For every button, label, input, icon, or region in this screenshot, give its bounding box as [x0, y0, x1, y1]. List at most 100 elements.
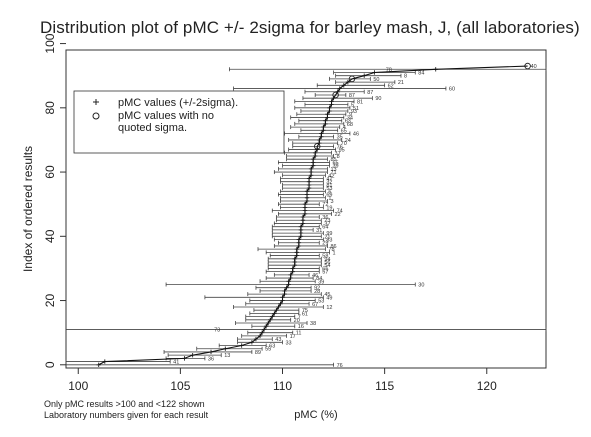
lab-number-label: 37 — [335, 151, 341, 157]
lab-number-label: 49 — [326, 295, 332, 301]
lab-number-label: 84 — [418, 70, 424, 76]
lab-number-label: 81 — [357, 99, 363, 105]
lab-number-label: 65 — [341, 128, 347, 134]
lab-number-label: 84 — [316, 276, 322, 282]
lab-number-label: 69 — [326, 193, 332, 199]
legend-entry-no-sigma: pMC values with no quoted sigma. — [118, 110, 214, 134]
lab-number-label: 38 — [310, 321, 316, 327]
note-lab-numbers: Laboratory numbers given for each result — [44, 410, 209, 420]
lab-number-label: 94 — [324, 257, 330, 263]
lab-number-label: 32 — [326, 180, 332, 186]
lab-number-label: 42 — [328, 173, 334, 179]
ordered-values-line — [98, 65, 528, 366]
lab-number-label: 29 — [322, 241, 328, 247]
lab-number-label: 37 — [324, 221, 330, 227]
legend-plus-symbol — [93, 99, 99, 105]
lab-number-label: 75 — [302, 308, 308, 314]
lab-number-label: 22 — [335, 212, 341, 218]
lab-number-label: 50 — [373, 77, 379, 83]
lab-number-label: 63 — [345, 119, 351, 125]
lab-number-label: 33 — [286, 340, 292, 346]
lab-number-label: 53 — [318, 299, 324, 305]
lab-number-label: 64 — [322, 225, 328, 231]
lab-number-label: 66 — [322, 266, 328, 272]
lab-number-label: 61 — [302, 311, 308, 317]
lab-number-label: 23 — [324, 218, 330, 224]
lab-number-label: 55 — [265, 347, 271, 353]
lab-number-label: 51 — [353, 106, 359, 112]
lab-number-label: 86 — [330, 244, 336, 250]
lab-number-label: 62 — [388, 83, 394, 89]
lab-number-label: 21 — [324, 234, 330, 240]
lab-number-label: 43 — [275, 337, 281, 343]
lab-number-label: 12 — [326, 305, 332, 311]
y-tick-label: 0 — [43, 361, 57, 368]
lab-number-label: 76 — [337, 144, 343, 150]
lab-number-label: 40 — [531, 64, 537, 70]
legend-circle-symbol — [92, 112, 100, 120]
lab-number-label: 95 — [339, 148, 345, 154]
y-axis-label: Index of ordered results — [21, 146, 35, 272]
lab-number-label: 31 — [316, 228, 322, 234]
y-tick-label: 100 — [43, 33, 57, 53]
lab-number-label: 99 — [326, 231, 332, 237]
legend-entry-sigma: pMC values (+/-2sigma). — [118, 97, 238, 109]
lab-number-label: 36 — [208, 356, 214, 362]
lab-number-label: 87 — [367, 90, 373, 96]
lab-number-label: 92 — [314, 286, 320, 292]
lab-number-label: 46 — [312, 273, 318, 279]
lab-number-label: 90 — [375, 96, 381, 102]
lab-number-label: 30 — [418, 282, 424, 288]
lab-number-label: 60 — [449, 87, 455, 93]
lab-number-label: 53 — [326, 186, 332, 192]
lab-number-label: 70 — [341, 141, 347, 147]
lab-number-label: 9 — [349, 112, 352, 118]
no-sigma-point — [348, 75, 356, 83]
lab-number-label: 87 — [349, 93, 355, 99]
x-tick-label: 110 — [273, 379, 292, 393]
lab-number-label: 81 — [326, 183, 332, 189]
lab-number-label: 45 — [324, 292, 330, 298]
lab-number-label: 85 — [330, 157, 336, 163]
lab-number-label: 35 — [337, 135, 343, 141]
lab-number-label: 78 — [386, 67, 392, 73]
lab-number-label: 57 — [322, 270, 328, 276]
y-tick-label: 80 — [43, 101, 57, 115]
lab-number-label: 20 — [294, 318, 300, 324]
lab-number-label: 71 — [330, 170, 336, 176]
lab-number-label: 63 — [269, 344, 275, 350]
lab-number-label: 76 — [337, 363, 343, 369]
lab-number-label: 74 — [337, 209, 343, 215]
lab-number-label: 24 — [345, 138, 351, 144]
lab-number-label: 28 — [314, 289, 320, 295]
lab-number-label: 83 — [326, 238, 332, 244]
y-tick-label: 40 — [43, 229, 57, 243]
lab-number-label: 39 — [318, 279, 324, 285]
lab-number-label: 1 — [328, 196, 331, 202]
lab-number-label: 56 — [324, 260, 330, 266]
lab-number-label: 89 — [255, 350, 261, 356]
lab-number-label: 21 — [398, 80, 404, 86]
lab-number-label: 6 — [328, 189, 331, 195]
x-tick-label: 100 — [68, 379, 88, 393]
lab-number-label: 58 — [322, 254, 328, 260]
chart-title: Distribution plot of pMC +/- 2sigma for … — [40, 18, 580, 37]
y-tick-label: 60 — [43, 165, 57, 179]
lab-number-label: 46 — [353, 132, 359, 138]
legend-box — [73, 90, 285, 154]
lab-number-label: 17 — [290, 334, 296, 340]
lab-number-label: 41 — [173, 360, 179, 366]
lab-number-label: 8 — [404, 74, 407, 80]
plot-frame — [65, 49, 547, 369]
pmc-point — [96, 362, 101, 367]
note-range: Only pMC results >100 and <122 shown — [44, 399, 205, 409]
lab-number-label: 93 — [351, 109, 357, 115]
x-tick-label: 120 — [477, 379, 497, 393]
lab-number-label: 11 — [296, 331, 302, 337]
lab-number-label: 5 — [351, 103, 354, 109]
lab-number-label: 47 — [326, 176, 332, 182]
x-axis-label: pMC (%) — [294, 409, 337, 421]
lab-number-label: 65 — [332, 160, 338, 166]
lab-number-label: 7 — [298, 315, 301, 321]
